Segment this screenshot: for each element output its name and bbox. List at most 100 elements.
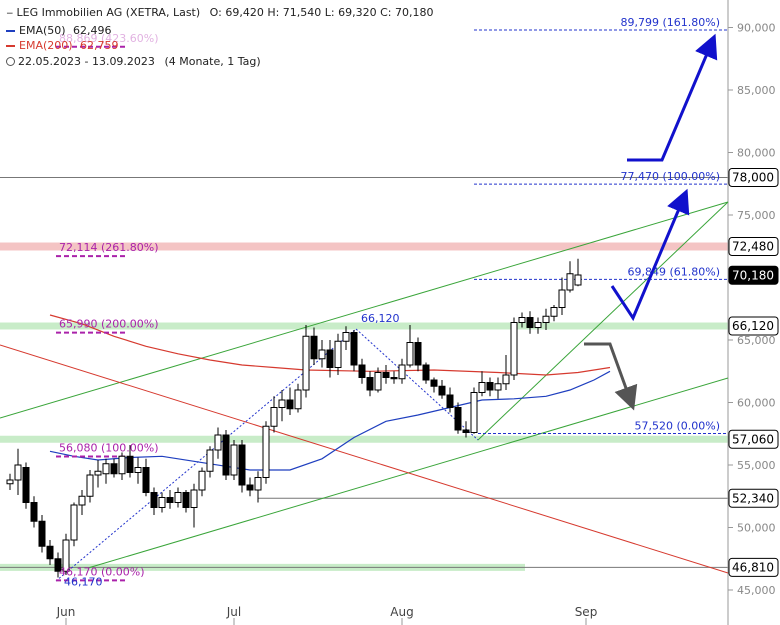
candle[interactable]	[382, 365, 390, 384]
candle[interactable]	[502, 355, 510, 390]
price-level-tag	[728, 168, 779, 187]
candle[interactable]	[534, 317, 542, 334]
candle[interactable]	[358, 358, 366, 384]
candle[interactable]	[94, 460, 102, 488]
candle[interactable]	[214, 427, 222, 459]
candle[interactable]	[486, 377, 494, 397]
candle[interactable]	[334, 333, 342, 375]
candle[interactable]	[46, 540, 54, 565]
candle[interactable]	[174, 487, 182, 508]
candle[interactable]	[158, 492, 166, 513]
candle[interactable]	[318, 340, 326, 368]
candle[interactable]	[390, 371, 398, 384]
candle[interactable]	[302, 325, 310, 398]
candle[interactable]	[270, 396, 278, 433]
candle[interactable]	[430, 377, 438, 393]
candle[interactable]	[278, 390, 286, 422]
candle-body	[118, 455, 126, 475]
candle[interactable]	[238, 440, 246, 493]
candle[interactable]	[206, 446, 214, 478]
candle[interactable]	[326, 340, 334, 378]
y-tick-label: 80,000	[737, 147, 776, 160]
candle-body	[142, 467, 150, 493]
y-tick-label: 55,000	[737, 459, 776, 472]
ema200-swatch	[6, 45, 15, 47]
x-axis: Jun Jul Aug Sep	[56, 605, 597, 625]
y-axis: 45,00050,00055,00060,00065,00070,00075,0…	[727, 0, 776, 625]
candle[interactable]	[62, 533, 70, 575]
candle-body	[22, 467, 30, 503]
ema50-swatch	[6, 29, 15, 32]
candle[interactable]	[222, 430, 230, 480]
candle[interactable]	[518, 312, 526, 328]
candle[interactable]	[150, 487, 158, 516]
candle[interactable]	[366, 371, 374, 397]
candle-body	[94, 470, 102, 476]
candle-body	[358, 364, 366, 378]
candle[interactable]	[14, 448, 22, 495]
candle[interactable]	[126, 445, 134, 478]
candle[interactable]	[110, 458, 118, 478]
candle[interactable]	[22, 462, 30, 509]
candle[interactable]	[190, 483, 198, 528]
candle[interactable]	[6, 473, 14, 490]
candle[interactable]	[406, 325, 414, 368]
candle[interactable]	[446, 387, 454, 413]
candle[interactable]	[198, 467, 206, 497]
candle[interactable]	[494, 377, 502, 399]
candle-body	[558, 289, 566, 308]
candle[interactable]	[510, 317, 518, 381]
candle[interactable]	[70, 502, 78, 547]
candle-body	[454, 407, 462, 431]
candle[interactable]	[454, 402, 462, 434]
candle[interactable]	[422, 362, 430, 384]
candle[interactable]	[566, 261, 574, 293]
price-level-tag	[728, 488, 779, 508]
candle[interactable]	[462, 421, 470, 438]
candle[interactable]	[558, 277, 566, 316]
candle[interactable]	[54, 552, 62, 578]
legend-range-row: 22.05.2023 - 13.09.2023 (4 Monate, 1 Tag…	[6, 54, 433, 70]
candle-body	[414, 342, 422, 366]
candle-body	[166, 497, 174, 503]
candle[interactable]	[574, 258, 582, 287]
x-tick-label: Jul	[226, 605, 241, 619]
candle[interactable]	[246, 477, 254, 497]
candle-body	[462, 429, 470, 433]
candle[interactable]	[310, 327, 318, 366]
candle[interactable]	[526, 311, 534, 334]
candlestick-series[interactable]	[6, 258, 582, 578]
candle[interactable]	[294, 383, 302, 413]
candle[interactable]	[86, 470, 94, 503]
candle[interactable]	[30, 496, 38, 528]
candle[interactable]	[478, 371, 486, 397]
candle[interactable]	[414, 337, 422, 372]
candle[interactable]	[374, 367, 382, 393]
candle[interactable]	[350, 330, 358, 372]
candle[interactable]	[262, 421, 270, 484]
candle[interactable]	[38, 515, 46, 553]
candle[interactable]	[550, 305, 558, 322]
candle[interactable]	[230, 440, 238, 480]
candle[interactable]	[166, 490, 174, 509]
candle[interactable]	[134, 457, 142, 484]
y-tick-label: 65,000	[737, 334, 776, 347]
y-tick-label: 50,000	[737, 522, 776, 535]
candle[interactable]	[102, 458, 110, 484]
candle-body	[70, 504, 78, 541]
candle[interactable]	[182, 490, 190, 513]
candle[interactable]	[118, 452, 126, 481]
level-labels: 89,799 (161.80%) 77,470 (100.00%) 69,849 (…	[59, 16, 779, 588]
candle[interactable]	[78, 490, 86, 515]
candle[interactable]	[286, 387, 294, 416]
candle[interactable]	[438, 380, 446, 399]
candle[interactable]	[542, 308, 550, 330]
candle[interactable]	[342, 326, 350, 350]
candle[interactable]	[142, 458, 150, 497]
candle[interactable]	[398, 358, 406, 384]
candle-body	[86, 474, 94, 497]
collapse-icon[interactable]: −	[6, 9, 14, 19]
candle[interactable]	[254, 471, 262, 503]
candle[interactable]	[470, 387, 478, 434]
